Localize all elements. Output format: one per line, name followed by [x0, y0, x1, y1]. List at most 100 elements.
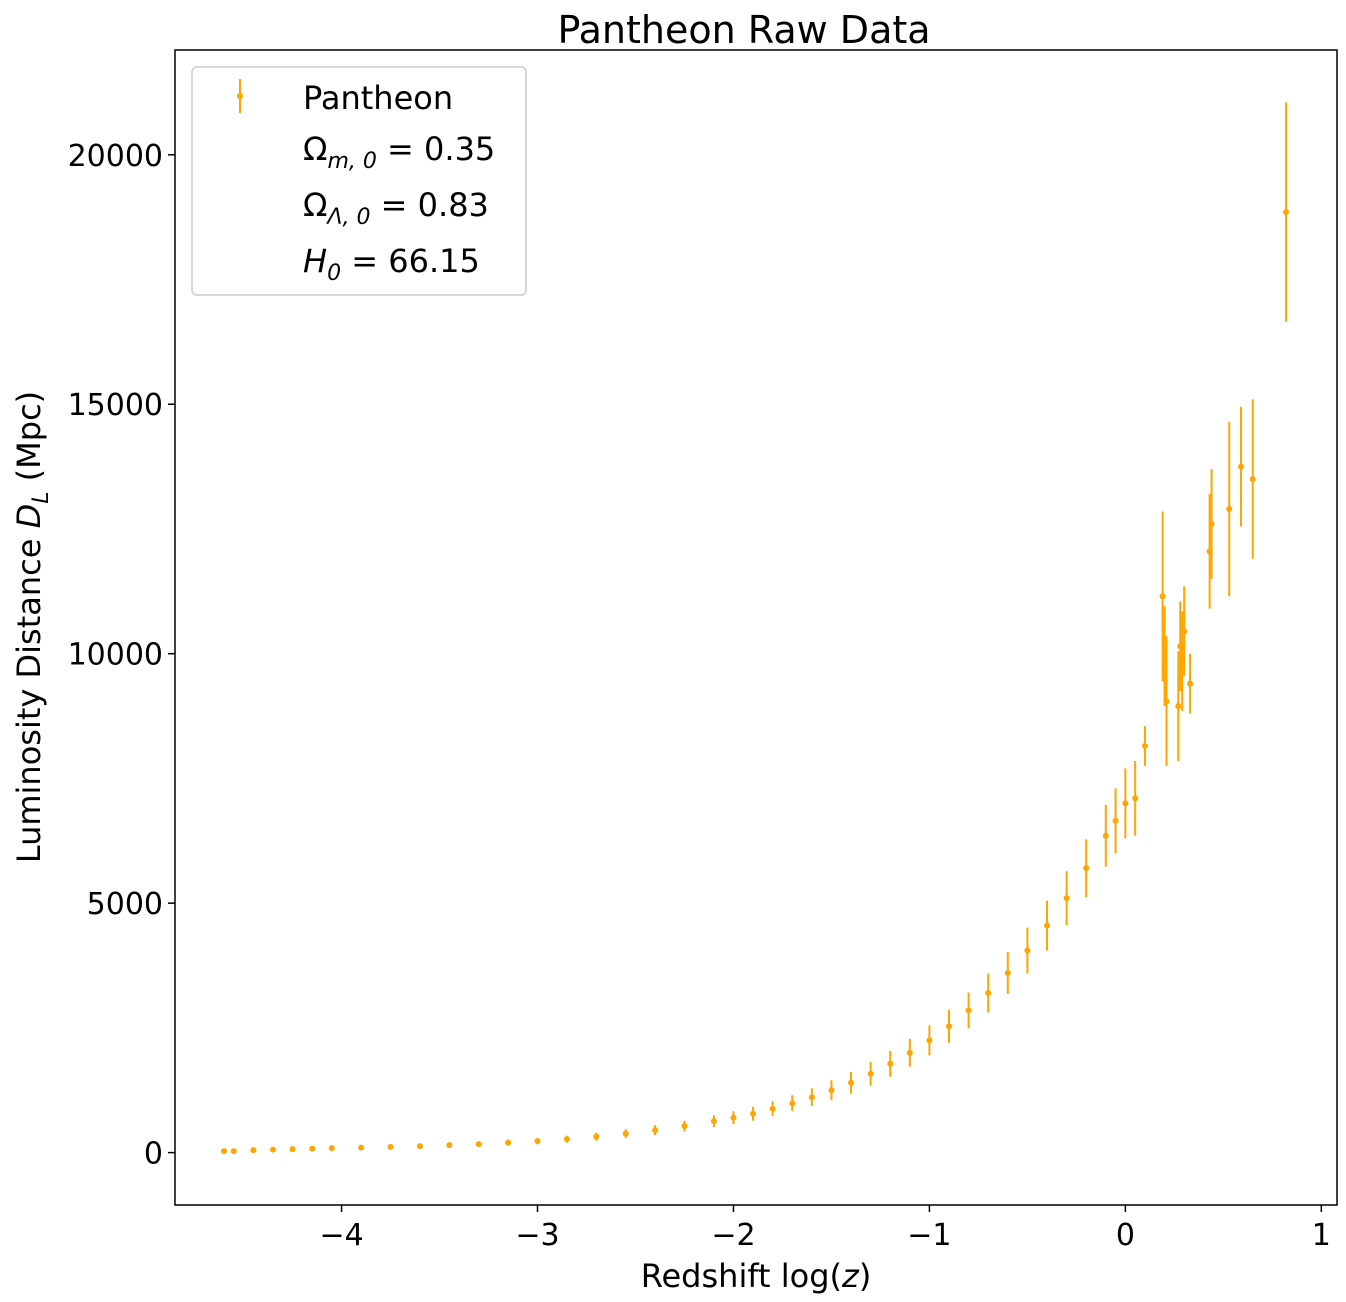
data-marker: [230, 1148, 237, 1155]
data-point: [1112, 788, 1119, 854]
data-marker: [808, 1094, 815, 1101]
data-marker: [250, 1147, 257, 1154]
data-point: [250, 1147, 257, 1154]
data-marker: [220, 1148, 227, 1155]
data-point: [1083, 839, 1090, 898]
data-marker: [750, 1110, 757, 1117]
data-point: [1237, 406, 1244, 527]
data-marker: [1083, 865, 1090, 872]
data-point: [946, 1009, 953, 1043]
data-point: [1181, 586, 1188, 677]
data-point: [563, 1135, 570, 1143]
data-marker: [534, 1138, 541, 1145]
data-point: [416, 1143, 423, 1150]
data-marker: [1163, 698, 1170, 705]
data-marker: [1063, 895, 1070, 902]
data-point: [1141, 726, 1148, 766]
x-tick-label: 0: [1116, 1218, 1135, 1253]
data-point: [848, 1071, 855, 1094]
data-marker: [985, 989, 992, 996]
x-tick-label: −2: [711, 1218, 755, 1253]
data-marker: [1141, 742, 1148, 749]
data-point: [652, 1125, 659, 1136]
legend-param-omega-lambda: ΩΛ, 0 = 0.83: [303, 186, 489, 230]
data-point: [1187, 653, 1194, 714]
data-marker: [906, 1049, 913, 1056]
data-marker: [887, 1060, 894, 1067]
legend-param-omega-m: Ωm, 0 = 0.35: [303, 130, 495, 174]
data-marker: [946, 1023, 953, 1030]
data-point: [887, 1050, 894, 1077]
data-marker: [593, 1133, 600, 1140]
data-point: [710, 1115, 717, 1128]
data-point: [387, 1143, 394, 1150]
data-marker: [1226, 506, 1233, 513]
data-point: [1163, 636, 1170, 766]
data-marker: [848, 1079, 855, 1086]
data-marker: [1237, 463, 1244, 470]
data-marker: [269, 1146, 276, 1153]
data-marker: [710, 1118, 717, 1125]
data-point: [1063, 871, 1070, 926]
y-tick-label: 5000: [87, 887, 163, 922]
data-point: [475, 1141, 482, 1148]
legend-series-label: Pantheon: [303, 79, 453, 117]
data-point: [505, 1139, 512, 1146]
data-marker: [1122, 800, 1129, 807]
legend-param-h0: H0 = 66.15: [303, 242, 480, 286]
data-marker: [652, 1127, 659, 1134]
data-point: [622, 1129, 629, 1139]
data-point: [1132, 760, 1139, 836]
data-point: [1043, 900, 1050, 951]
data-marker: [1181, 628, 1188, 635]
data-point: [1208, 469, 1215, 579]
data-marker: [622, 1130, 629, 1137]
data-point: [906, 1038, 913, 1067]
data-marker: [358, 1144, 365, 1151]
data-point: [1122, 768, 1129, 839]
y-axis: 0 5000 10000 15000 20000: [68, 139, 175, 1172]
data-marker: [1249, 476, 1256, 483]
data-marker: [416, 1143, 423, 1150]
data-point: [230, 1148, 237, 1155]
data-point: [789, 1095, 796, 1112]
data-point: [220, 1148, 227, 1155]
data-point: [534, 1137, 541, 1145]
data-point: [593, 1132, 600, 1141]
data-point: [1175, 651, 1182, 761]
data-marker: [328, 1145, 335, 1152]
legend: Pantheon Ωm, 0 = 0.35 ΩΛ, 0 = 0.83 H0 = …: [191, 66, 527, 296]
y-tick-label: 20000: [68, 139, 163, 174]
y-tick-label: 0: [144, 1137, 163, 1172]
data-marker: [681, 1123, 688, 1130]
data-marker: [1112, 817, 1119, 824]
data-marker: [965, 1007, 972, 1014]
data-marker: [926, 1037, 933, 1044]
plot-area: [220, 102, 1290, 1155]
data-point: [1249, 399, 1256, 559]
data-point: [985, 973, 992, 1013]
x-axis: −4 −3 −2 −1 0 1: [319, 1205, 1331, 1253]
data-point: [446, 1142, 453, 1149]
data-marker: [1102, 832, 1109, 839]
y-tick-label: 10000: [68, 638, 163, 673]
data-marker: [446, 1142, 453, 1149]
legend-marker: [237, 79, 243, 113]
data-point: [808, 1088, 815, 1107]
data-point: [269, 1146, 276, 1153]
data-marker: [1159, 593, 1166, 600]
x-tick-label: −1: [907, 1218, 951, 1253]
data-point: [1159, 511, 1166, 682]
data-point: [289, 1146, 296, 1153]
data-point: [1024, 927, 1031, 974]
data-point: [358, 1144, 365, 1151]
legend-frame: [191, 66, 527, 296]
data-point: [965, 992, 972, 1029]
data-marker: [1175, 703, 1182, 710]
x-tick-label: −4: [319, 1218, 363, 1253]
data-marker: [789, 1100, 796, 1107]
data-marker: [1208, 520, 1215, 527]
x-tick-label: −3: [515, 1218, 559, 1253]
data-point: [1004, 952, 1011, 994]
